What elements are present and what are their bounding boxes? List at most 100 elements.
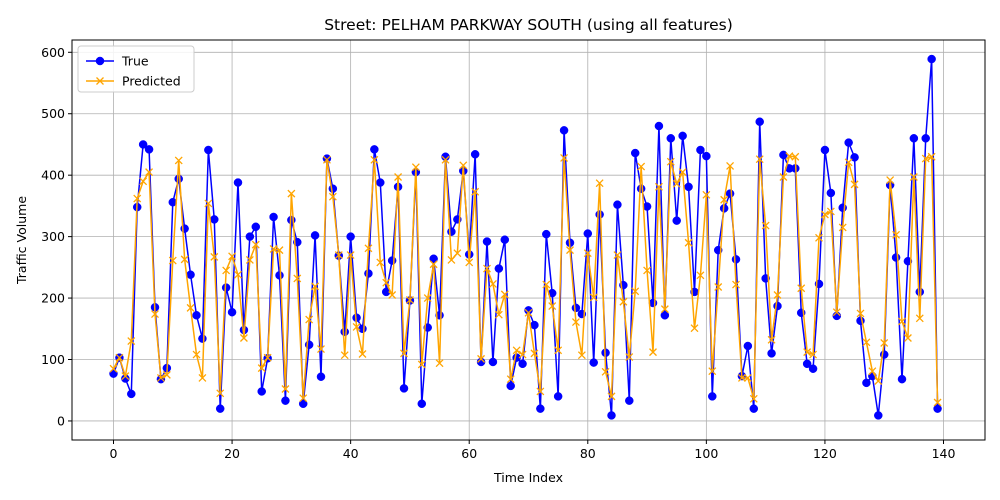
series-line-predicted	[112, 155, 939, 403]
data-point-true	[180, 224, 189, 233]
data-point-predicted	[370, 155, 379, 164]
data-point-true	[316, 372, 326, 381]
data-point-true	[530, 320, 539, 330]
data-point-true	[364, 269, 373, 278]
data-point-predicted	[666, 157, 675, 166]
data-point-predicted	[400, 349, 408, 358]
data-point-true	[571, 303, 581, 313]
data-point-predicted	[133, 194, 142, 203]
data-point-true	[340, 327, 349, 337]
data-point-predicted	[500, 290, 509, 299]
data-point-predicted	[156, 373, 165, 382]
data-point-predicted	[892, 230, 901, 239]
data-point-predicted	[909, 173, 918, 181]
data-point-predicted	[239, 334, 248, 342]
data-point-predicted	[577, 351, 586, 360]
x-tick-label: 0	[110, 446, 118, 461]
data-point-predicted	[518, 350, 527, 359]
data-point-predicted	[222, 266, 231, 275]
data-point-predicted	[767, 335, 776, 344]
data-point-predicted	[506, 375, 515, 384]
legend-label-true: True	[121, 54, 149, 69]
data-point-predicted	[743, 373, 752, 382]
data-point-predicted	[257, 364, 266, 373]
data-point-true	[310, 231, 320, 240]
data-point-predicted	[690, 324, 699, 333]
y-tick-label: 200	[41, 291, 65, 306]
data-point-predicted	[933, 398, 942, 407]
data-point-predicted	[548, 302, 557, 311]
data-point-true	[595, 210, 604, 219]
data-point-true	[269, 212, 278, 222]
data-point-true	[358, 324, 367, 334]
data-point-predicted	[601, 367, 610, 376]
y-tick-label: 100	[41, 352, 65, 367]
data-point-predicted	[809, 350, 818, 359]
data-point-true	[257, 387, 266, 396]
data-point-predicted	[708, 367, 717, 376]
data-point-predicted	[844, 158, 853, 167]
chart-title: Street: PELHAM PARKWAY SOUTH (using all …	[324, 16, 733, 34]
data-point-true	[773, 301, 782, 311]
data-point-true	[862, 378, 871, 388]
data-point-true	[245, 232, 255, 241]
data-point-predicted	[815, 233, 823, 242]
data-point-predicted	[779, 173, 788, 181]
legend-label-predicted: Predicted	[122, 74, 181, 89]
data-point-true	[850, 153, 859, 162]
data-point-predicted	[654, 182, 663, 191]
data-point-true	[779, 150, 788, 160]
data-point-true	[518, 359, 527, 369]
data-point-predicted	[210, 252, 219, 261]
data-point-predicted	[145, 168, 154, 177]
data-point-predicted	[761, 221, 770, 230]
data-point-true	[672, 216, 681, 225]
data-point-predicted	[583, 249, 592, 258]
data-point-true	[376, 178, 385, 187]
data-point-predicted	[376, 258, 385, 267]
data-point-true	[275, 271, 284, 280]
data-point-true	[482, 237, 492, 246]
data-point-predicted	[405, 295, 414, 304]
data-point-true	[903, 256, 913, 266]
data-point-true	[370, 145, 379, 154]
data-point-true	[417, 399, 427, 408]
data-point-predicted	[732, 280, 740, 289]
x-tick-label: 140	[932, 446, 956, 461]
data-point-true	[494, 264, 504, 273]
y-tick-label: 400	[41, 168, 65, 183]
legend: True Predicted	[77, 45, 195, 93]
data-point-predicted	[880, 338, 889, 347]
data-point-predicted	[429, 260, 438, 269]
data-point-predicted	[566, 246, 574, 255]
data-point-predicted	[678, 168, 687, 177]
data-point-predicted	[613, 251, 622, 260]
data-point-true	[227, 307, 237, 317]
grid	[72, 40, 985, 440]
plot-frame	[71, 39, 986, 441]
data-point-predicted	[269, 244, 278, 253]
legend-marker-predicted	[96, 77, 104, 85]
data-point-true	[488, 357, 498, 367]
data-point-predicted	[299, 394, 308, 403]
data-point-true	[802, 359, 812, 369]
data-point-predicted	[346, 251, 355, 260]
data-point-predicted	[737, 373, 746, 382]
data-point-predicted	[180, 255, 189, 264]
data-point-predicted	[340, 351, 349, 360]
data-point-predicted	[749, 394, 758, 403]
data-point-predicted	[554, 346, 563, 355]
data-point-true	[192, 311, 201, 320]
data-point-true	[387, 256, 397, 265]
y-tick-label: 600	[41, 45, 65, 60]
data-point-predicted	[625, 353, 634, 362]
data-point-predicted	[388, 291, 397, 299]
data-point-true	[583, 229, 593, 238]
data-point-predicted	[921, 154, 930, 163]
data-point-true	[684, 182, 693, 192]
data-point-predicted	[773, 291, 782, 299]
x-tick-label: 120	[813, 446, 837, 461]
data-point-predicted	[524, 308, 533, 317]
y-tick-label: 300	[41, 229, 65, 244]
data-point-predicted	[571, 318, 580, 326]
